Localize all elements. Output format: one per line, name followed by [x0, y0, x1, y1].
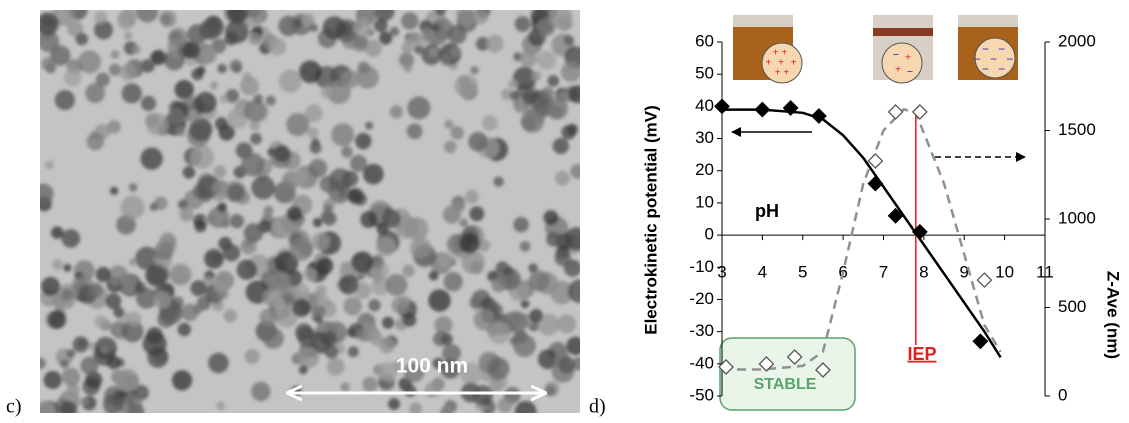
y-axis-title: Electrokinetic potential (mV) — [641, 105, 660, 335]
data-point — [913, 225, 927, 239]
y-tick-label: -30 — [689, 321, 714, 340]
x-tick-label: 7 — [879, 263, 888, 282]
x-tick-label: 9 — [960, 263, 969, 282]
y-tick-label: -50 — [689, 385, 714, 404]
x-tick-label: 11 — [1036, 263, 1054, 282]
x-tick-label: 5 — [798, 263, 807, 282]
data-point — [977, 273, 991, 287]
data-point — [715, 99, 729, 113]
y2-tick-label: 500 — [1058, 297, 1086, 316]
svg-text:+: + — [905, 53, 911, 64]
tem-image: 100 nm — [33, 0, 592, 423]
y-tick-label: 50 — [695, 64, 714, 83]
vial-inset: − + + − — [873, 15, 933, 83]
y-tick-label: 40 — [695, 96, 714, 115]
scale-bar-label: 100 nm — [396, 355, 468, 378]
data-point — [868, 177, 882, 191]
panel-label: d) — [589, 396, 606, 418]
y-tick-label: -40 — [689, 353, 714, 372]
fit-line — [722, 110, 1001, 358]
x-tick-label: 4 — [758, 263, 767, 282]
svg-text:+ +: + + — [773, 48, 788, 59]
data-point — [913, 105, 927, 119]
data-point — [889, 105, 903, 119]
svg-text:+: + — [895, 65, 901, 76]
y2-tick-label: 1500 — [1058, 120, 1096, 139]
annotation: IEP — [907, 344, 936, 364]
data-point — [973, 334, 987, 348]
x-tick-label: 10 — [995, 263, 1014, 282]
data-point — [868, 154, 882, 168]
page: {"chart_data": { "type": "scatter", "pan… — [0, 0, 1129, 423]
y-tick-label: 10 — [695, 192, 714, 211]
data-point — [755, 103, 769, 117]
y-tick-label: 30 — [695, 128, 714, 147]
fit-line — [722, 109, 1001, 369]
x-tick-label: 3 — [717, 263, 726, 282]
y-tick-label: 60 — [695, 31, 714, 50]
vial-inset: − − − − − − − — [958, 15, 1018, 80]
svg-text:−: − — [907, 66, 913, 78]
annotation: STABLE — [754, 376, 817, 393]
svg-text:−: − — [893, 49, 899, 61]
y-tick-label: -10 — [689, 257, 714, 276]
y-tick-label: 20 — [695, 160, 714, 179]
figure: 100 nm c) d) + + + + + + + − + + − − − −… — [0, 0, 1129, 423]
x-tick-label: 8 — [919, 263, 928, 282]
annotation: pH — [755, 201, 779, 221]
svg-text:+ +: + + — [775, 68, 790, 79]
y-tick-label: 0 — [705, 225, 714, 244]
y2-tick-label: 1000 — [1058, 208, 1096, 227]
stable-box — [720, 338, 855, 410]
y2-axis-title: Z-Ave (nm) — [1104, 271, 1123, 359]
svg-text:− −: − − — [982, 62, 1008, 76]
vial-inset: + + + + + + + — [733, 15, 802, 83]
y2-tick-label: 2000 — [1058, 31, 1096, 50]
y2-tick-label: 0 — [1058, 385, 1067, 404]
panel-label: c) — [6, 396, 22, 418]
y-tick-label: -20 — [689, 289, 714, 308]
